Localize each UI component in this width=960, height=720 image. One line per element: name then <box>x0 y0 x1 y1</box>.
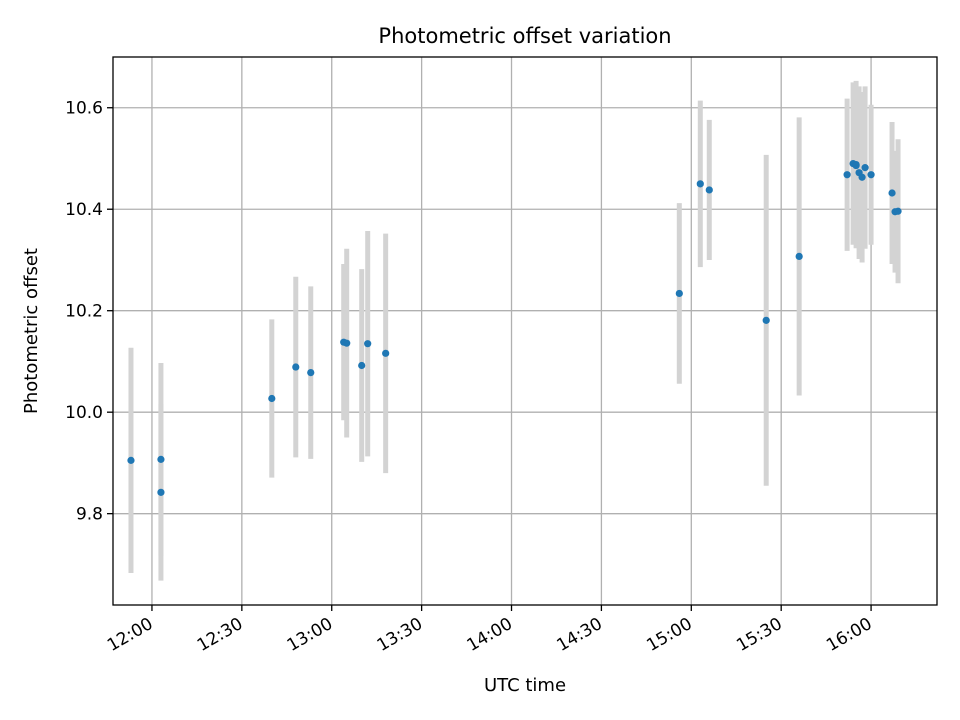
data-point <box>894 207 902 215</box>
data-point <box>696 180 704 188</box>
chart-title: Photometric offset variation <box>378 24 671 48</box>
data-point <box>843 171 851 179</box>
y-tick-label: 9.8 <box>76 505 103 525</box>
data-point <box>867 171 875 179</box>
y-tick-label: 10.6 <box>65 99 103 119</box>
data-point <box>861 164 869 172</box>
y-tick-label: 10.4 <box>65 200 103 220</box>
data-point <box>382 349 390 357</box>
data-point <box>705 186 713 194</box>
data-point <box>343 339 351 347</box>
data-point <box>762 316 770 324</box>
plot-frame <box>112 56 938 606</box>
data-point <box>858 173 866 181</box>
data-point <box>852 161 860 170</box>
data-points <box>127 159 902 496</box>
data-point <box>364 340 372 348</box>
data-point <box>358 361 366 370</box>
data-point <box>675 289 683 298</box>
data-point <box>307 369 315 377</box>
y-axis-label: Photometric offset <box>21 248 42 414</box>
data-point <box>268 394 276 403</box>
data-point <box>157 455 165 463</box>
data-point <box>157 488 165 496</box>
data-point <box>292 363 300 371</box>
data-point <box>127 456 135 464</box>
data-point <box>888 189 896 197</box>
x-axis-label: UTC time <box>484 675 566 696</box>
data-point <box>795 252 803 261</box>
y-tick-label: 10.0 <box>65 403 103 423</box>
y-tick-label: 10.2 <box>65 302 103 322</box>
